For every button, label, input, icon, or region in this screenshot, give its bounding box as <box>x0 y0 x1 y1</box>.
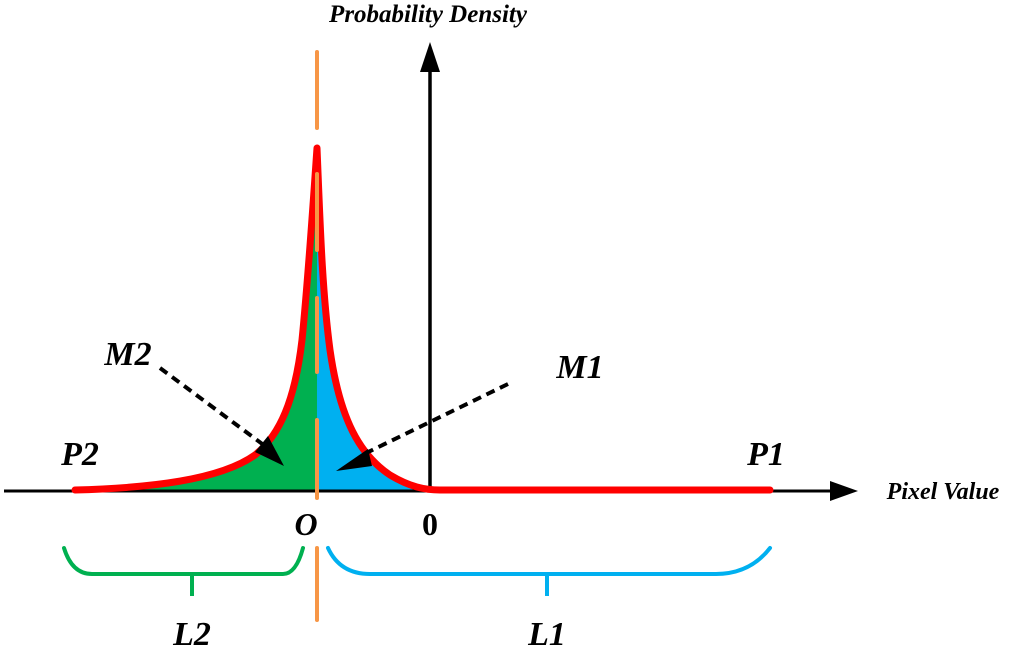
p1-label: P1 <box>746 436 785 473</box>
m2-label: M2 <box>103 336 151 373</box>
m1-label: M1 <box>555 349 603 386</box>
right-area-fill <box>317 148 432 490</box>
p2-label: P2 <box>60 436 99 473</box>
m2-pointer-arrow <box>158 366 267 448</box>
x-axis-arrowhead-icon <box>830 481 858 501</box>
m1-pointer-arrow <box>359 382 509 458</box>
center-o-label: O <box>294 506 317 542</box>
y-axis-arrowhead-icon <box>420 42 440 72</box>
left-area-fill <box>75 148 317 490</box>
x-axis-label: Pixel Value <box>886 479 1000 505</box>
l1-label: L1 <box>527 616 566 652</box>
l2-label: L2 <box>172 616 211 652</box>
m1-arrowhead-icon <box>336 449 372 471</box>
l1-range-brace <box>326 546 772 576</box>
origin-zero-label: 0 <box>422 506 438 542</box>
distribution-curve <box>71 144 774 494</box>
m2-arrowhead-icon <box>255 436 284 466</box>
y-axis-label: Probability Density <box>328 1 528 28</box>
l2-range-brace <box>62 546 305 576</box>
